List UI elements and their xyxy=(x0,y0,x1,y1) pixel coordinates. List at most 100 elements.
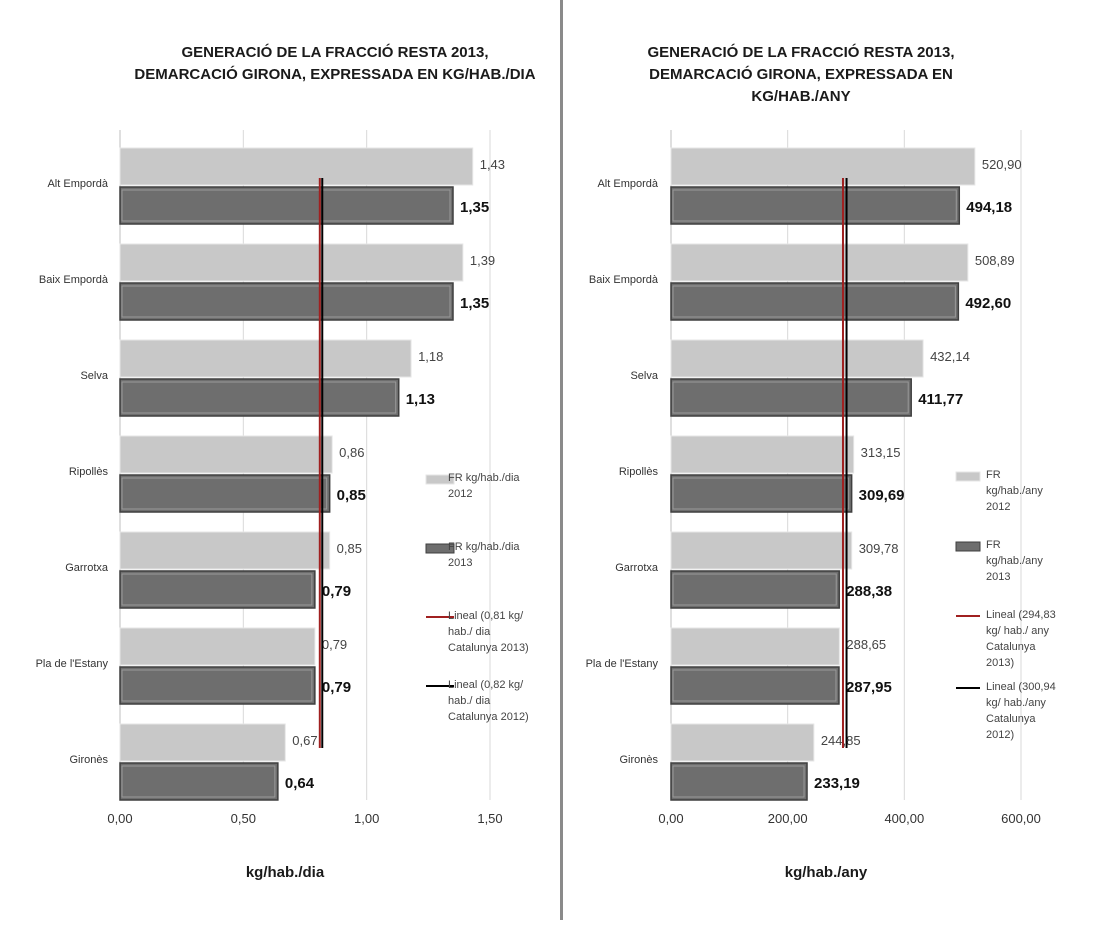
chart-title-line: GENERACIÓ DE LA FRACCIÓ RESTA 2013, xyxy=(182,43,489,61)
bar-2013-bevel xyxy=(672,189,957,222)
data-label-2012: 0,67 xyxy=(292,733,317,748)
bar-2013-bevel xyxy=(121,477,328,510)
x-tick-label: 0,00 xyxy=(658,811,683,826)
bar-2012 xyxy=(670,531,853,570)
legend-label: FR xyxy=(986,539,1001,551)
category-label: Garrotxa xyxy=(615,562,659,574)
legend-label: 2013 xyxy=(986,571,1010,583)
category-label: Alt Empordà xyxy=(597,178,658,190)
category-label: Gironès xyxy=(69,754,108,766)
data-label-2012: 508,89 xyxy=(975,253,1015,268)
bar-2013-bevel xyxy=(121,189,451,222)
data-label-2013: 1,35 xyxy=(460,199,489,216)
bar-2012 xyxy=(119,243,464,282)
data-label-2013: 287,95 xyxy=(846,679,892,696)
legend-label: kg/hab./any xyxy=(986,485,1043,497)
data-label-2012: 1,43 xyxy=(480,157,505,172)
legend-label: Lineal (0,81 kg/ xyxy=(448,610,524,622)
bar-2013 xyxy=(670,762,808,801)
data-label-2012: 244,85 xyxy=(821,733,861,748)
category-label: Ripollès xyxy=(69,466,109,478)
bar-2012 xyxy=(670,435,855,474)
legend-swatch xyxy=(425,543,455,554)
bar-2012 xyxy=(670,339,924,378)
bar-2013-bevel xyxy=(121,381,397,414)
legend-label: FR xyxy=(986,469,1001,481)
panel-divider xyxy=(560,0,563,920)
legend-label: Catalunya xyxy=(986,641,1036,653)
legend-label: 2013 xyxy=(448,557,472,569)
bar-2012 xyxy=(670,723,815,762)
data-label-2013: 0,85 xyxy=(337,487,366,504)
data-label-2012: 1,18 xyxy=(418,349,443,364)
category-label: Selva xyxy=(630,370,658,382)
legend-label: Catalunya xyxy=(986,713,1036,725)
data-label-2013: 1,35 xyxy=(460,295,489,312)
bar-2013-bevel xyxy=(672,573,837,606)
data-label-2013: 233,19 xyxy=(814,775,860,792)
category-label: Alt Empordà xyxy=(47,178,108,190)
bar-2013 xyxy=(670,474,853,513)
data-label-2012: 432,14 xyxy=(930,349,970,364)
legend-label: Lineal (300,94 xyxy=(986,681,1056,693)
bar-2013 xyxy=(670,570,840,609)
data-label-2013: 494,18 xyxy=(966,199,1012,216)
chart-title-line: KG/HAB./ANY xyxy=(751,88,850,105)
data-label-2012: 1,39 xyxy=(470,253,495,268)
legend-label: 2012 xyxy=(448,488,472,500)
legend-label: 2012) xyxy=(986,729,1014,741)
bar-2013 xyxy=(119,570,316,609)
chart-kg-hab-any: GENERACIÓ DE LA FRACCIÓ RESTA 2013, DEMAR… xyxy=(586,43,1056,881)
bar-2012 xyxy=(119,723,286,762)
bar-2013 xyxy=(119,186,454,225)
bar-2013 xyxy=(119,474,331,513)
data-label-2013: 0,64 xyxy=(285,775,315,792)
right-chart-panel: GENERACIÓ DE LA FRACCIÓ RESTA 2013, DEMAR… xyxy=(566,0,1097,920)
bar-2012 xyxy=(670,147,976,186)
data-label-2012: 520,90 xyxy=(982,157,1022,172)
data-label-2013: 0,79 xyxy=(322,583,351,600)
chart-kg-hab-dia: GENERACIÓ DE LA FRACCIÓ RESTA 2013, DEMAR… xyxy=(36,43,536,881)
x-tick-label: 0,50 xyxy=(231,811,256,826)
data-label-2013: 288,38 xyxy=(846,583,892,600)
data-label-2013: 1,13 xyxy=(406,391,435,408)
chart-title-line: DEMARCACIÓ GIRONA, EXPRESSADA EN xyxy=(649,65,953,83)
legend-label: Lineal (0,82 kg/ xyxy=(448,679,524,691)
data-label-2012: 288,65 xyxy=(846,637,886,652)
bar-2012 xyxy=(119,435,333,474)
category-label: Pla de l'Estany xyxy=(36,658,109,670)
bar-2013 xyxy=(119,378,400,417)
x-axis-title: kg/hab./dia xyxy=(246,864,325,881)
x-tick-label: 200,00 xyxy=(768,811,808,826)
bar-2013-bevel xyxy=(672,669,837,702)
bar-2013-bevel xyxy=(121,285,451,318)
bar-2012 xyxy=(119,531,331,570)
category-label: Baix Empordà xyxy=(39,274,109,286)
legend-label: FR kg/hab./dia xyxy=(448,541,520,553)
bar-2013-bevel xyxy=(121,765,276,798)
legend-swatch xyxy=(425,474,455,485)
legend-label: kg/hab./any xyxy=(986,555,1043,567)
bar-2013 xyxy=(119,282,454,321)
bar-2013-bevel xyxy=(121,573,313,606)
bar-2013-bevel xyxy=(121,669,313,702)
legend-label: Catalunya 2012) xyxy=(448,711,529,723)
category-label: Ripollès xyxy=(619,466,659,478)
data-label-2012: 313,15 xyxy=(861,445,901,460)
bar-2012 xyxy=(119,627,316,666)
category-label: Garrotxa xyxy=(65,562,109,574)
chart-title-line: GENERACIÓ DE LA FRACCIÓ RESTA 2013, xyxy=(648,43,955,61)
bar-2013-bevel xyxy=(672,477,850,510)
x-tick-label: 0,00 xyxy=(107,811,132,826)
data-label-2012: 0,79 xyxy=(322,637,347,652)
legend-label: FR kg/hab./dia xyxy=(448,472,520,484)
bar-2012 xyxy=(670,243,969,282)
data-label-2012: 309,78 xyxy=(859,541,899,556)
bar-2013 xyxy=(119,666,316,705)
bar-2013-bevel xyxy=(672,381,909,414)
bar-2013 xyxy=(670,666,840,705)
legend-label: 2012 xyxy=(986,501,1010,513)
bar-2013 xyxy=(670,186,961,225)
bar-2013 xyxy=(670,282,960,321)
x-axis-title: kg/hab./any xyxy=(785,864,868,881)
